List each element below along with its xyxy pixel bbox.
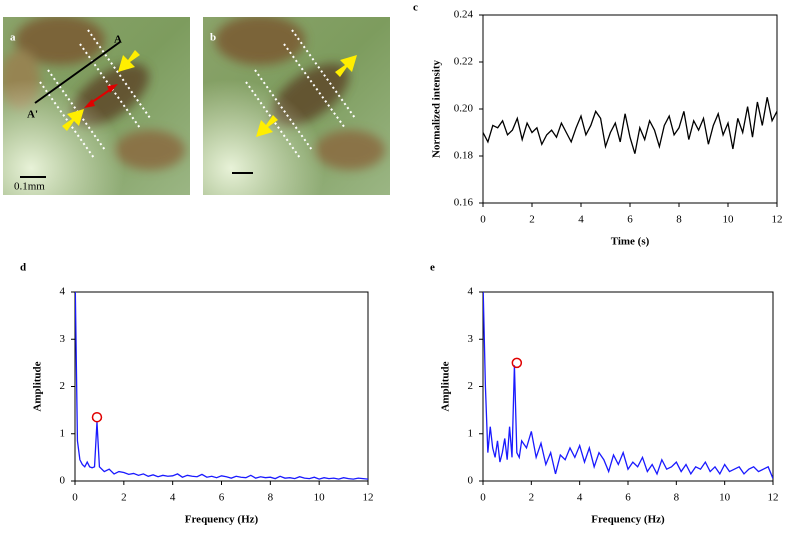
x-tick-label: 8 bbox=[674, 492, 680, 504]
x-tick-label: 12 bbox=[363, 492, 374, 504]
panel-label: d bbox=[20, 262, 26, 274]
data-line bbox=[75, 292, 368, 480]
y-tick-label: 3 bbox=[468, 333, 474, 345]
y-tick-label: 1 bbox=[468, 427, 474, 439]
y-tick-label: 1 bbox=[60, 427, 66, 439]
peak-marker bbox=[91, 411, 103, 423]
plot-frame bbox=[482, 291, 774, 482]
panel-label: a bbox=[10, 32, 16, 44]
photo-b bbox=[203, 17, 390, 195]
y-axis-label: Amplitude bbox=[32, 361, 44, 411]
y-tick-label: 0.20 bbox=[454, 103, 474, 115]
x-tick-label: 2 bbox=[529, 492, 535, 504]
y-tick-label: 3 bbox=[60, 333, 66, 345]
x-tick-label: 12 bbox=[768, 492, 779, 504]
x-tick-label: 0 bbox=[480, 492, 486, 504]
x-tick-label: 8 bbox=[676, 214, 682, 226]
x-tick-label: 8 bbox=[268, 492, 274, 504]
x-tick-label: 6 bbox=[627, 214, 633, 226]
x-tick-label: 10 bbox=[719, 492, 731, 504]
y-axis-label: Normalized intensity bbox=[431, 59, 443, 158]
y-tick-label: 2 bbox=[468, 380, 474, 392]
y-tick-label: 0.22 bbox=[454, 56, 473, 68]
x-axis-label: Frequency (Hz) bbox=[185, 514, 259, 526]
y-tick-label: 2 bbox=[60, 380, 66, 392]
y-tick-label: 0.18 bbox=[454, 150, 474, 162]
x-tick-label: 6 bbox=[219, 492, 225, 504]
x-axis-label: Frequency (Hz) bbox=[591, 514, 665, 526]
y-tick-label: 4 bbox=[60, 286, 66, 298]
annotation: A bbox=[114, 34, 122, 46]
x-tick-label: 4 bbox=[578, 214, 584, 226]
panel-label: e bbox=[430, 262, 435, 274]
x-tick-label: 2 bbox=[529, 214, 535, 226]
scale-label: 0.1mm bbox=[14, 181, 45, 193]
plot-frame bbox=[74, 291, 369, 482]
photo-a bbox=[3, 17, 190, 195]
x-tick-label: 10 bbox=[314, 492, 326, 504]
panel-label: c bbox=[413, 2, 418, 14]
data-line bbox=[483, 292, 773, 479]
x-tick-label: 0 bbox=[72, 492, 78, 504]
x-axis-label: Time (s) bbox=[611, 236, 650, 248]
data-line bbox=[483, 97, 777, 154]
y-tick-label: 0.24 bbox=[454, 9, 474, 21]
y-tick-label: 0.16 bbox=[454, 197, 474, 209]
y-tick-label: 4 bbox=[468, 286, 474, 298]
y-tick-label: 0 bbox=[60, 475, 66, 487]
x-tick-label: 4 bbox=[170, 492, 176, 504]
plot-frame bbox=[482, 14, 778, 204]
peak-marker bbox=[511, 357, 523, 369]
x-tick-label: 4 bbox=[577, 492, 583, 504]
x-tick-label: 0 bbox=[480, 214, 486, 226]
x-tick-label: 6 bbox=[625, 492, 631, 504]
x-tick-label: 12 bbox=[772, 214, 783, 226]
x-tick-label: 2 bbox=[121, 492, 127, 504]
x-tick-label: 10 bbox=[723, 214, 735, 226]
annotation: A' bbox=[27, 109, 38, 121]
y-tick-label: 0 bbox=[468, 475, 474, 487]
panel-label: b bbox=[210, 32, 216, 44]
y-axis-label: Amplitude bbox=[440, 361, 452, 411]
